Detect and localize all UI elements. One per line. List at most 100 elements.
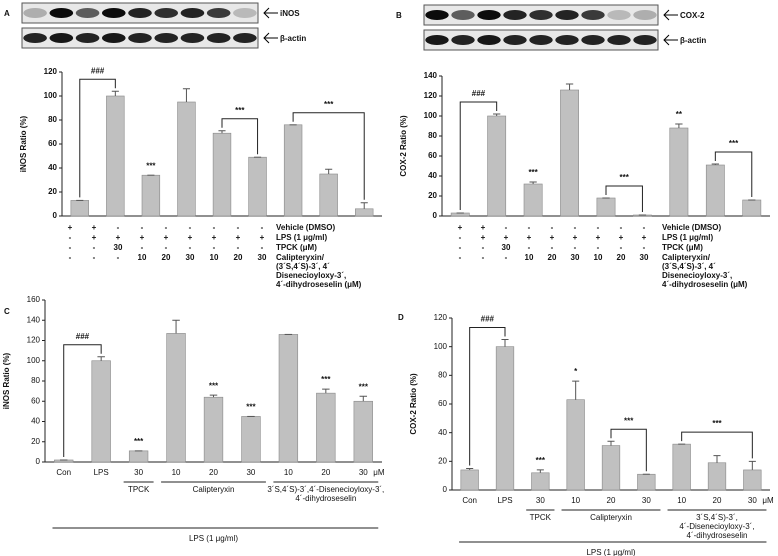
x-tick-label: 30 [536, 496, 545, 505]
significance: ### [76, 332, 90, 341]
treatment-cell: - [597, 223, 600, 232]
bar [319, 173, 338, 217]
y-tick-label: 0 [53, 211, 58, 220]
x-tick-label: Con [462, 496, 477, 505]
treatment-cell: + [116, 233, 121, 242]
significance-bracket [63, 344, 102, 457]
treatment-label: Disenecioyloxy-3´, [662, 271, 732, 280]
panel-label: D [398, 313, 404, 322]
bar [742, 199, 762, 217]
blot-band [633, 10, 657, 20]
treatment-cell: + [527, 233, 532, 242]
error-bar [493, 113, 501, 116]
group-label: TPCK [530, 513, 552, 522]
error-bar [711, 163, 719, 165]
x-tick-label: 10 [284, 468, 293, 477]
y-tick-label: 120 [27, 336, 41, 345]
bar [637, 473, 656, 491]
significance: *** [246, 403, 256, 412]
blot-band [23, 33, 47, 43]
treatment-cell: 30 [571, 253, 580, 262]
error-bar [565, 83, 574, 90]
bar [353, 400, 373, 463]
significance-bracket [714, 151, 753, 197]
blot-band [555, 10, 579, 20]
treatment-cell: + [260, 233, 265, 242]
treatment-cell: - [213, 223, 216, 232]
blot-band [128, 8, 152, 18]
bar [177, 101, 196, 217]
blot-band [180, 8, 205, 18]
significance: *** [712, 419, 722, 428]
significance: *** [624, 416, 634, 425]
treatment-cell: - [459, 233, 462, 242]
y-tick-label: 120 [424, 91, 438, 100]
treatment-cell: + [92, 233, 97, 242]
treatment-cell: - [459, 253, 462, 262]
treatment-cell: - [189, 223, 192, 232]
treatment-cell: - [597, 243, 600, 252]
treatment-cell: 30 [258, 253, 267, 262]
treatment-cell: - [237, 223, 240, 232]
group-label: TPCK [128, 485, 150, 494]
bar [560, 89, 579, 217]
treatment-cell: - [620, 223, 623, 232]
error-bar [466, 468, 474, 470]
significance: *** [528, 168, 538, 177]
treatment-cell: - [551, 223, 554, 232]
blot-band [206, 33, 231, 43]
bar [91, 360, 111, 463]
bar [241, 416, 261, 463]
treatment-cell: - [261, 223, 264, 232]
y-tick-label: 40 [438, 428, 447, 437]
y-axis-label: COX-2 Ratio (%) [409, 373, 418, 435]
blot-band [529, 10, 553, 20]
error-bar [111, 90, 119, 96]
treatment-cell: 20 [234, 253, 243, 262]
treatment-cell: - [93, 243, 96, 252]
x-tick-label: 20 [321, 468, 330, 477]
blot-label: β-actin [280, 34, 306, 43]
significance: ### [472, 89, 486, 98]
y-tick-label: 80 [428, 131, 437, 140]
treatment-cell: + [573, 233, 578, 242]
treatment-cell: 10 [210, 253, 219, 262]
blot-band [503, 10, 527, 20]
bar [672, 443, 691, 491]
treatment-label: Vehicle (DMSO) [276, 223, 335, 232]
y-tick-label: 100 [424, 111, 438, 120]
error-bar [572, 380, 580, 400]
bar [596, 197, 616, 217]
bar [531, 472, 550, 491]
significance: *** [321, 375, 331, 384]
error-bar [501, 339, 509, 347]
blot-band [233, 8, 257, 18]
y-tick-label: 60 [438, 399, 447, 408]
y-tick-label: 40 [31, 417, 40, 426]
significance-bracket [79, 78, 116, 198]
x-tick-label: 20 [209, 468, 218, 477]
treatment-cell: - [189, 243, 192, 252]
x-tick-label: LPS [94, 468, 109, 477]
treatment-cell: + [68, 223, 73, 232]
treatment-label: TPCK (μM) [662, 243, 703, 252]
blot-band [206, 8, 231, 18]
error-bar [97, 356, 105, 361]
bar [743, 469, 762, 491]
treatment-cell: - [69, 253, 72, 262]
error-bar [182, 88, 190, 102]
group-label: 4´-dihydroseselin [687, 531, 748, 540]
y-tick-label: 120 [44, 67, 58, 76]
treatment-cell: - [574, 223, 577, 232]
bar [705, 164, 725, 217]
treatment-cell: + [504, 233, 509, 242]
blot-band [607, 10, 631, 20]
treatment-cell: 10 [525, 253, 534, 262]
panel-label: C [4, 307, 10, 316]
error-bar [360, 202, 368, 209]
y-axis-label: iNOS Ratio (%) [19, 115, 28, 172]
treatment-cell: - [482, 243, 485, 252]
x-tick-label: LPS [497, 496, 512, 505]
blot-band [154, 8, 179, 18]
